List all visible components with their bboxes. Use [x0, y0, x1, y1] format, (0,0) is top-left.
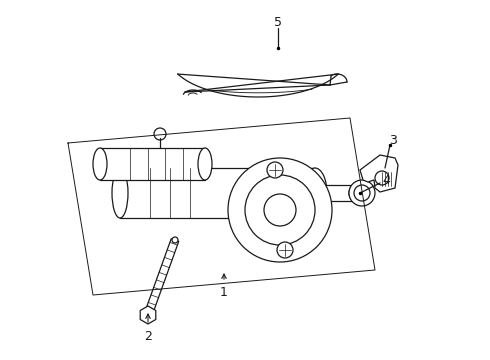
Circle shape: [154, 128, 166, 140]
Circle shape: [264, 194, 296, 226]
Text: 5: 5: [274, 15, 282, 28]
Circle shape: [267, 162, 283, 178]
Circle shape: [277, 242, 293, 258]
Text: 3: 3: [389, 134, 397, 147]
Ellipse shape: [93, 148, 107, 180]
Ellipse shape: [303, 168, 327, 218]
Circle shape: [245, 175, 315, 245]
Text: 4: 4: [382, 174, 390, 186]
Polygon shape: [120, 168, 315, 218]
Text: 2: 2: [144, 329, 152, 342]
Circle shape: [228, 158, 332, 262]
Text: 1: 1: [220, 285, 228, 298]
Circle shape: [172, 237, 178, 243]
Circle shape: [349, 180, 375, 206]
Polygon shape: [360, 155, 398, 192]
Polygon shape: [315, 185, 355, 201]
Ellipse shape: [112, 168, 128, 218]
Ellipse shape: [349, 185, 361, 201]
Polygon shape: [100, 148, 205, 180]
Polygon shape: [140, 306, 156, 324]
Circle shape: [375, 171, 389, 185]
Ellipse shape: [198, 148, 212, 180]
Circle shape: [354, 185, 370, 201]
Polygon shape: [144, 239, 179, 316]
